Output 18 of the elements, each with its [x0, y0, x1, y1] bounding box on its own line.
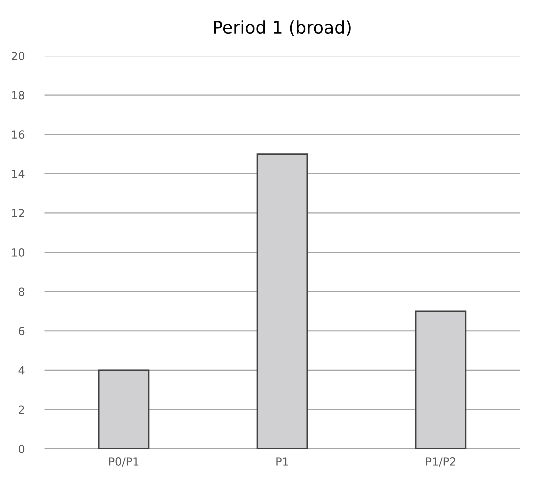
bar — [415, 310, 467, 450]
y-tick-label: 20 — [12, 52, 25, 60]
bar — [98, 370, 150, 450]
y-tick-label: 8 — [19, 288, 25, 296]
y-tick-label: 6 — [19, 327, 25, 336]
x-tick-label: P0/P1 — [109, 458, 139, 467]
y-tick-label: 10 — [12, 248, 25, 257]
y-tick-label: 2 — [19, 406, 24, 414]
y-tick-label: 0 — [18, 444, 25, 454]
bar — [256, 154, 308, 450]
chart-title: Period 1 (broad) — [214, 20, 351, 36]
y-tick-label: 4 — [18, 366, 25, 375]
x-tick-label: P1/P2 — [426, 458, 456, 467]
y-tick-label: 12 — [12, 209, 24, 218]
x-tick-label: P1 — [276, 458, 288, 466]
y-tick-label: 18 — [12, 91, 25, 100]
y-tick-label: 16 — [12, 130, 25, 140]
y-tick-label: 14 — [12, 170, 25, 178]
